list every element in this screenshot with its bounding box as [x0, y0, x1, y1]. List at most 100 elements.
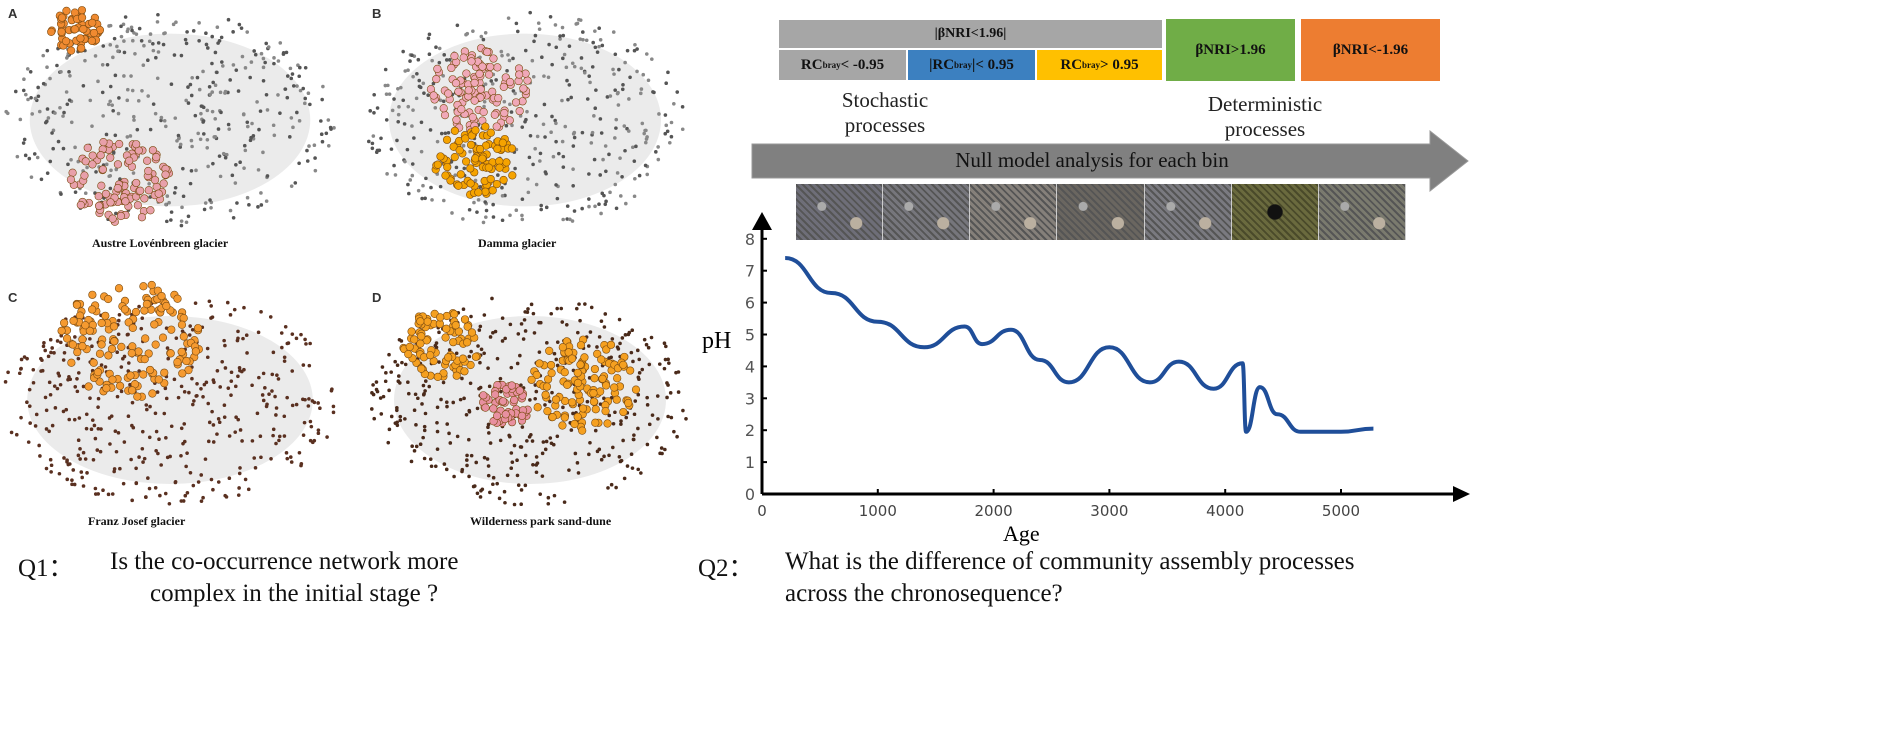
network-node	[637, 357, 642, 362]
network-node	[181, 194, 186, 199]
cluster-node	[483, 47, 492, 57]
cluster-node	[459, 53, 468, 62]
cluster-node	[568, 398, 577, 407]
cluster-node	[545, 346, 554, 355]
network-node	[420, 402, 424, 406]
cluster-node	[423, 317, 432, 326]
network-node	[543, 135, 547, 139]
cluster-node	[564, 348, 573, 357]
network-node	[587, 197, 591, 201]
network-node	[593, 45, 598, 50]
network-node	[646, 78, 651, 83]
rc-negative-box: RC bray < -0.95	[778, 49, 907, 81]
rc-threshold: > 0.95	[1100, 56, 1139, 73]
network-node	[310, 440, 315, 445]
network-node	[151, 48, 156, 53]
cluster-node	[471, 352, 480, 361]
ph-line	[784, 255, 1374, 434]
network-node	[309, 424, 314, 429]
cluster-node	[166, 349, 175, 358]
network-node	[108, 186, 113, 191]
network-node	[628, 75, 632, 80]
network-node	[81, 83, 86, 88]
network-node	[148, 127, 153, 132]
cluster-node	[436, 313, 445, 322]
network-node	[488, 441, 493, 445]
network-node	[665, 395, 669, 400]
network-node	[326, 118, 331, 122]
network-node	[559, 306, 564, 311]
network-node	[527, 435, 532, 439]
network-node	[467, 474, 471, 479]
network-node	[637, 371, 642, 375]
network-node	[499, 49, 504, 54]
network-node	[229, 393, 233, 397]
cluster-node	[107, 344, 117, 353]
network-node	[395, 363, 400, 367]
network-node	[626, 332, 631, 337]
cluster-node	[88, 290, 97, 299]
network-node	[513, 166, 517, 171]
network-node	[255, 100, 259, 104]
network-node	[565, 78, 569, 83]
network-node	[224, 495, 229, 499]
network-node	[129, 457, 133, 462]
network-node	[125, 98, 130, 103]
cluster-node	[619, 407, 628, 417]
y-tick-label: 6	[745, 294, 755, 313]
network-node	[639, 471, 643, 475]
network-node	[179, 219, 184, 223]
cluster-node	[440, 110, 450, 120]
network-node	[129, 74, 133, 78]
cluster-node	[467, 140, 476, 149]
network-node	[532, 39, 536, 44]
network-node	[454, 165, 459, 170]
network-node	[249, 60, 254, 64]
network-node	[202, 132, 206, 136]
network-node	[525, 109, 529, 114]
network-node	[219, 35, 224, 40]
cluster-node	[417, 364, 426, 373]
network-node	[136, 99, 141, 103]
network-node	[205, 346, 210, 351]
network-node	[406, 68, 410, 73]
network-node	[59, 340, 63, 345]
network-node	[195, 381, 199, 386]
network-node	[535, 134, 540, 139]
network-node	[179, 223, 184, 228]
network-node	[572, 209, 577, 213]
network-node	[625, 48, 630, 53]
network-node	[78, 447, 82, 451]
network-node	[392, 163, 396, 168]
network-node	[487, 384, 492, 389]
network-node	[185, 30, 189, 34]
network-node	[113, 133, 118, 138]
network-node	[370, 146, 375, 151]
network-node	[531, 462, 535, 467]
network-node	[210, 409, 214, 414]
network-node	[79, 470, 84, 474]
network-node	[379, 136, 383, 141]
network-node	[178, 142, 183, 147]
network-node	[285, 395, 289, 400]
cluster-node	[66, 175, 76, 184]
network-node	[528, 10, 532, 15]
network-node	[210, 34, 215, 39]
network-node	[205, 46, 210, 50]
cluster-node	[177, 347, 186, 356]
cluster-node	[470, 78, 479, 88]
network-node	[265, 174, 270, 178]
network-node	[548, 14, 553, 19]
network-node	[597, 335, 602, 339]
cluster-node	[151, 340, 160, 349]
network-node	[298, 88, 303, 93]
network-node	[134, 481, 139, 486]
network-node	[271, 123, 276, 128]
network-node	[115, 44, 119, 49]
network-node	[184, 98, 188, 103]
network-node	[163, 386, 168, 391]
network-node	[569, 95, 574, 100]
network-node	[65, 102, 70, 107]
network-node	[127, 361, 131, 365]
network-node	[197, 87, 202, 92]
